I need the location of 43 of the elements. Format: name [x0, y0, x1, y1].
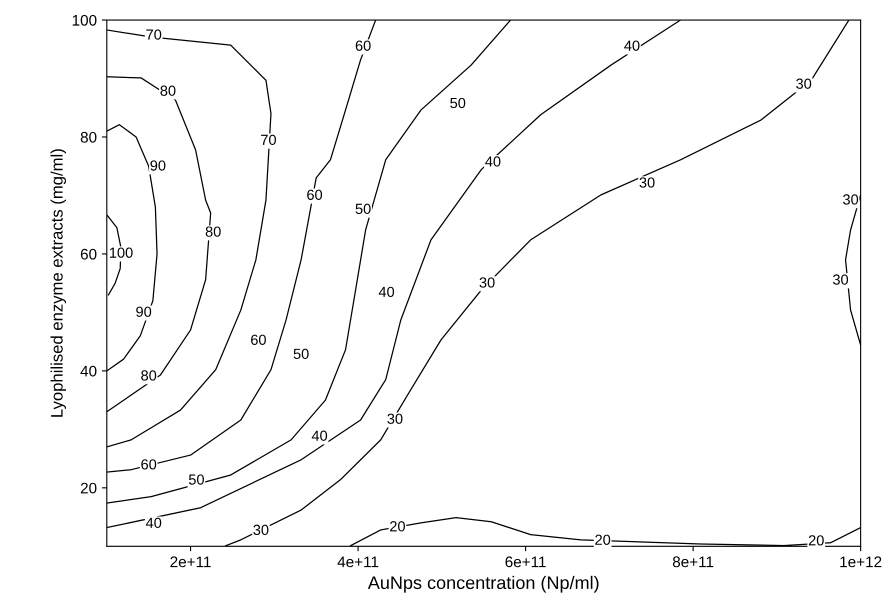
annotation: 30	[832, 274, 848, 285]
annotation: 80	[141, 370, 156, 381]
annotation: 90	[150, 160, 166, 171]
annotation: 20	[595, 534, 610, 545]
annotation: 60	[307, 190, 322, 200]
annotation: 50	[450, 98, 466, 108]
x-tick-label: 4e+11	[338, 556, 378, 568]
annotation: 70	[261, 134, 276, 145]
y-tick-label: 40	[80, 366, 96, 377]
annotation: 60	[141, 459, 156, 470]
y-tick-label: 100	[72, 14, 96, 26]
annotation: 100	[110, 248, 133, 258]
annotation: 80	[160, 86, 176, 96]
annotation: 90	[136, 306, 152, 317]
annotation: 30	[843, 194, 858, 205]
annotation: 30	[253, 524, 268, 536]
annotation: 20	[390, 521, 405, 532]
annotation: 30	[480, 277, 495, 288]
annotation: 30	[796, 78, 812, 89]
y-tick-label: 20	[80, 482, 96, 494]
annotation: 30	[387, 414, 402, 424]
annotation: 40	[312, 430, 328, 441]
annotation: 50	[356, 204, 371, 214]
x-axis-title: AuNps concentration (Np/ml)	[368, 576, 599, 593]
annotation: 40	[146, 518, 162, 528]
annotation: 40	[378, 286, 394, 298]
annotation: 70	[146, 29, 162, 40]
x-tick-label: 6e+11	[505, 556, 546, 568]
annotation: 60	[356, 40, 371, 51]
annotation: 30	[639, 177, 655, 188]
y-tick-label: 60	[80, 248, 96, 260]
x-tick-label: 2e+11	[170, 556, 211, 568]
annotation: 60	[251, 334, 266, 345]
annotation: 50	[188, 474, 204, 485]
annotation: 50	[294, 348, 309, 360]
x-tick-label: 1e+12	[840, 556, 882, 568]
annotation: 20	[808, 535, 824, 546]
annotation: 80	[206, 226, 221, 237]
annotation: 40	[485, 156, 500, 167]
y-tick-label: 80	[80, 132, 96, 143]
annotation: 40	[624, 40, 640, 51]
x-tick-label: 8e+11	[672, 556, 714, 568]
y-axis-title: Lyophilised enzyme extracts (mg/ml)	[50, 149, 66, 417]
